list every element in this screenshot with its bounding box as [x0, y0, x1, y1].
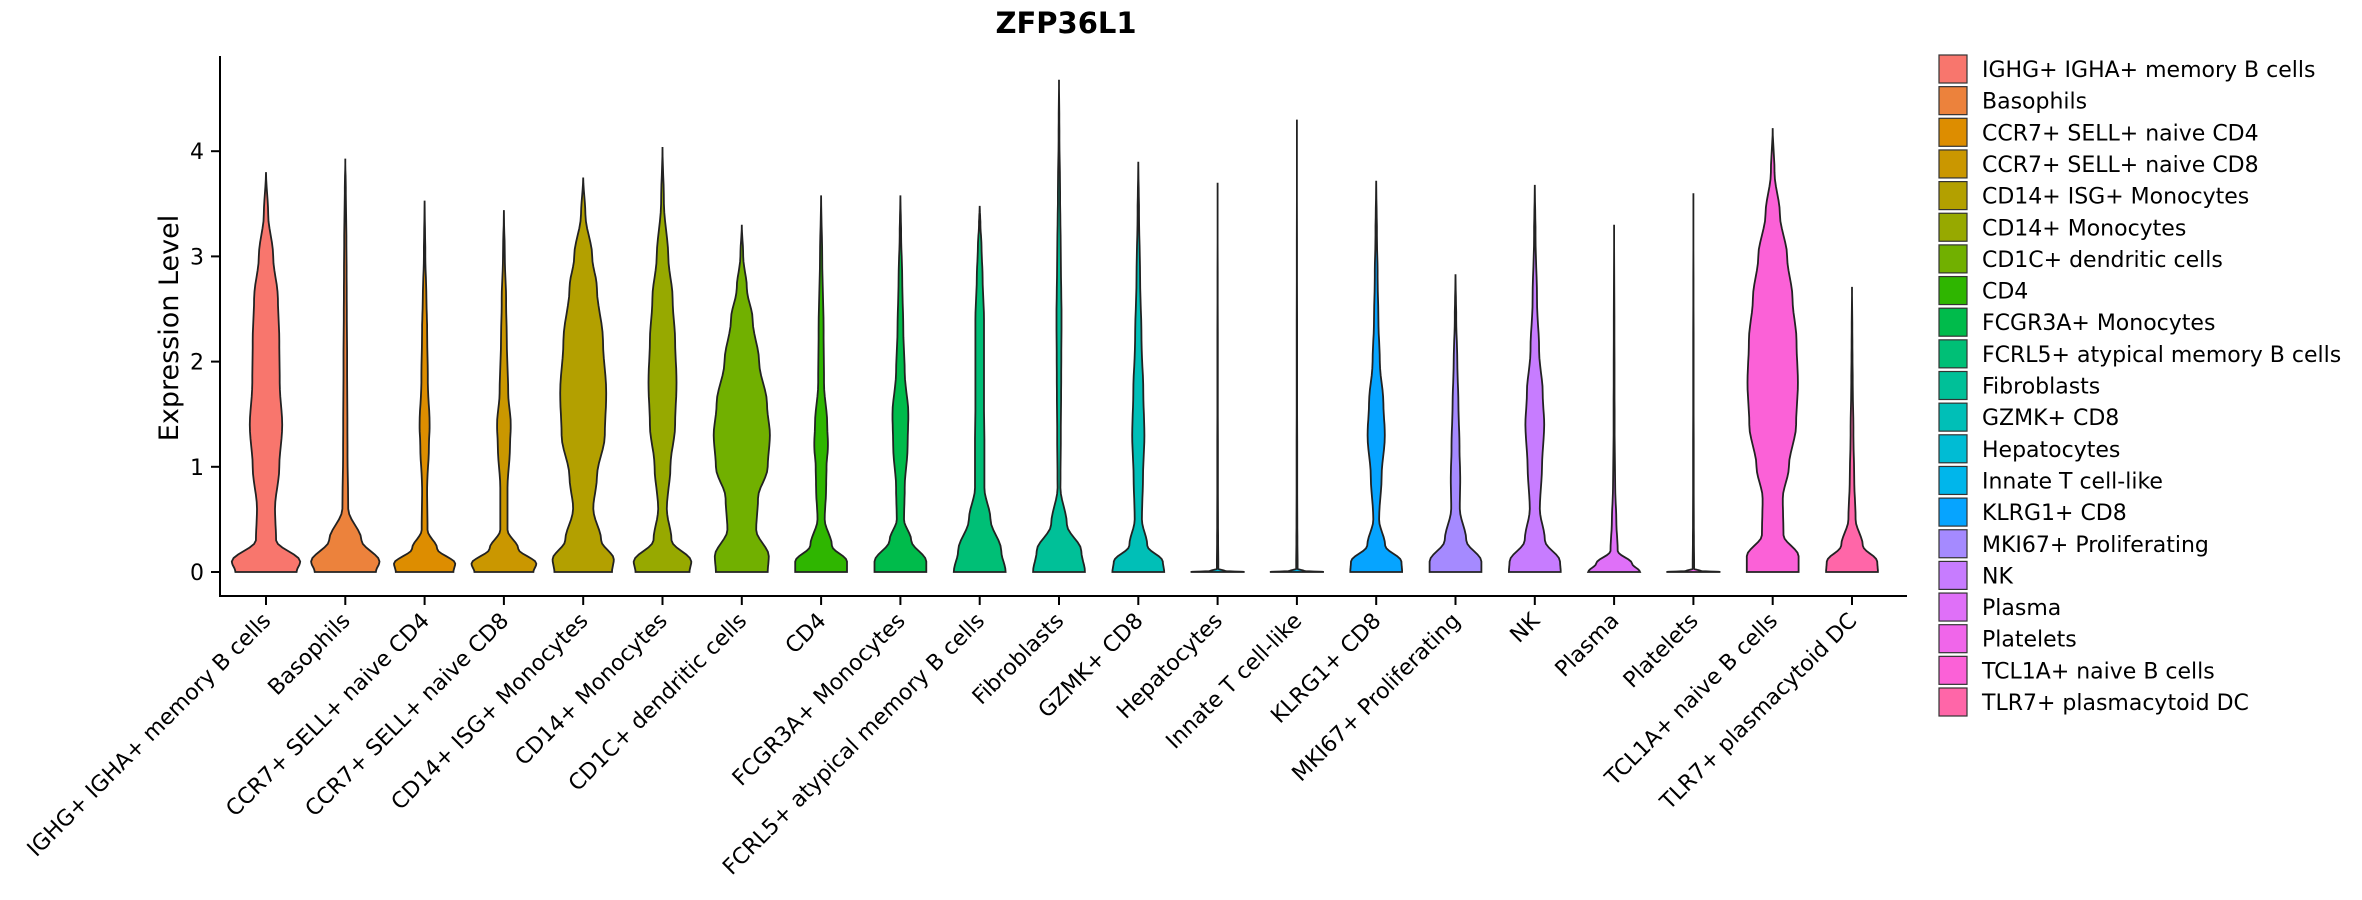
violin-2 [310, 158, 381, 573]
legend-label: Innate T cell-like [1982, 469, 2163, 494]
violin-20 [1745, 128, 1800, 573]
y-ticks: 0 1 2 3 4 [190, 140, 220, 586]
legend-swatch [1938, 655, 1968, 685]
legend-swatch [1938, 275, 1968, 306]
legend-label: GZMK+ CD8 [1982, 406, 2119, 431]
y-tick-label: 1 [190, 456, 204, 481]
x-tick-label: Innate T cell-like [1162, 609, 1308, 755]
legend-swatch [1938, 244, 1968, 274]
violin-14 [1269, 119, 1325, 573]
violin-3 [393, 200, 457, 573]
violin-9 [873, 195, 928, 573]
violin-11 [1032, 79, 1086, 573]
violin-4 [470, 210, 538, 573]
legend-swatch [1938, 370, 1968, 401]
violin-10 [952, 205, 1007, 573]
legend-label: IGHG+ IGHA+ memory B cells [1982, 58, 2315, 83]
violin-13 [1190, 182, 1245, 573]
legend-label: Hepatocytes [1982, 438, 2120, 463]
legend-label: CD1C+ dendritic cells [1982, 248, 2223, 273]
violin-16 [1428, 274, 1483, 573]
violin-19 [1666, 193, 1721, 573]
legend-label: TLR7+ plasmacytoid DC [1981, 691, 2249, 716]
legend-label: Fibroblasts [1982, 375, 2100, 400]
legend-swatch [1938, 86, 1968, 116]
violin-18 [1586, 224, 1642, 573]
legend-swatch [1938, 212, 1968, 242]
violin-17 [1508, 184, 1562, 573]
y-tick-label: 3 [190, 245, 204, 270]
y-tick-label: 0 [190, 561, 204, 586]
legend-label: Platelets [1982, 628, 2077, 653]
violin-6 [632, 146, 693, 573]
legend-swatch [1938, 687, 1968, 717]
x-tick-label: Platelets [1619, 609, 1704, 694]
legend-swatch [1938, 307, 1968, 337]
violin-12 [1111, 161, 1166, 573]
legend-label: CD14+ Monocytes [1982, 216, 2186, 241]
legend-label: FCRL5+ atypical memory B cells [1982, 343, 2341, 368]
violin-1 [230, 172, 302, 573]
chart-title: ZFP36L1 [995, 6, 1136, 40]
legend-swatch [1938, 149, 1968, 179]
legend-label: CD4 [1982, 280, 2028, 305]
violin-group [230, 79, 1879, 573]
violin-7 [712, 224, 771, 573]
violin-8 [794, 195, 848, 573]
legend-label: Plasma [1982, 596, 2061, 621]
y-axis-label: Expression Level [154, 215, 185, 441]
legend-swatch [1938, 560, 1968, 591]
legend-label: CCR7+ SELL+ naive CD4 [1982, 121, 2259, 146]
legend-label: KLRG1+ CD8 [1982, 501, 2127, 526]
legend-label: NK [1982, 564, 2013, 589]
x-tick-label: CD14+ Monocytes [511, 609, 673, 771]
legend-swatch [1938, 54, 1968, 84]
legend-swatch [1938, 434, 1968, 464]
legend-swatch [1938, 497, 1968, 527]
y-tick-label: 4 [190, 140, 204, 165]
legend-swatch [1938, 592, 1968, 622]
y-tick-label: 2 [190, 351, 204, 376]
legend-label: CCR7+ SELL+ naive CD8 [1982, 153, 2259, 178]
x-tick-label: NK [1506, 608, 1546, 648]
violin-15 [1349, 180, 1403, 573]
x-tick-label: IGHG+ IGHA+ memory B cells [23, 609, 276, 862]
violin-5 [551, 177, 615, 573]
legend-swatch [1938, 181, 1968, 211]
x-tick-label: Plasma [1551, 609, 1625, 683]
legend-label: FCGR3A+ Monocytes [1982, 311, 2215, 336]
legend-swatch [1938, 529, 1968, 559]
legend-swatch [1938, 339, 1968, 369]
legend-swatch [1938, 402, 1968, 432]
legend-label: MKI67+ Proliferating [1982, 533, 2209, 558]
x-tick-label: CD4 [781, 609, 831, 659]
legend: IGHG+ IGHA+ memory B cells Basophils CCR7+… [1938, 54, 2341, 717]
legend-label: CD14+ ISG+ Monocytes [1982, 185, 2249, 210]
legend-swatch [1938, 465, 1968, 496]
legend-label: Basophils [1982, 90, 2087, 115]
legend-label: TCL1A+ naive B cells [1981, 659, 2215, 684]
violin-21 [1825, 286, 1879, 573]
legend-swatch [1938, 624, 1968, 654]
legend-swatch [1938, 117, 1968, 147]
x-ticks: IGHG+ IGHA+ memory B cellsBasophilsCCR7+… [23, 596, 1862, 880]
